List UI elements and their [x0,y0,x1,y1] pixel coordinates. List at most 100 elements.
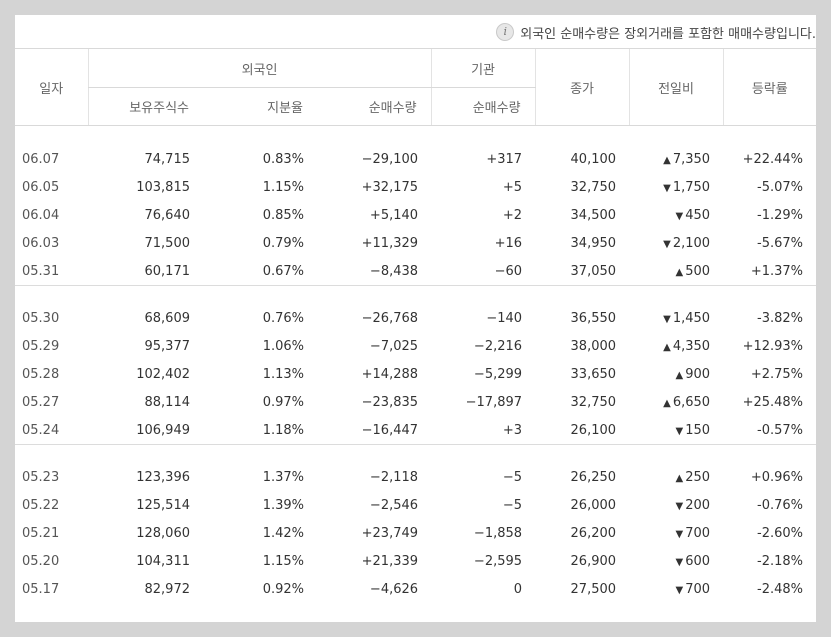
cell-institution-net: −5 [502,497,523,513]
triangle-down-icon: ▼ [675,425,684,437]
cell-close: 34,500 [570,207,617,223]
cell-institution-net: −2,216 [473,338,523,354]
header-close: 종가 [534,48,630,126]
cell-date: 05.22 [22,497,60,513]
triangle-down-icon: ▼ [675,500,684,512]
cell-institution-net: −17,897 [465,394,523,410]
cell-institution-net: −140 [486,310,523,326]
notice: i 외국인 순매수량은 장외거래를 포함한 매매수량입니다. [496,20,816,44]
cell-holdings: 103,815 [136,179,190,195]
cell-close: 26,100 [570,422,617,438]
cell-change: ▲ 4,350 [629,332,723,360]
triangle-down-icon: ▼ [663,313,671,325]
triangle-down-icon: ▼ [675,210,684,222]
cell-foreign-net: +32,175 [361,179,419,195]
cell-share-ratio: 0.79% [262,235,304,251]
cell-close: 40,100 [570,151,617,167]
header-foreign-net: 순매수량 [317,87,432,126]
cell-date: 05.27 [22,394,60,410]
triangle-up-icon: ▲ [663,154,671,166]
change-value: 200 [685,497,711,513]
cell-close: 32,750 [570,394,617,410]
cell-holdings: 76,640 [144,207,191,223]
table-row: 05.30 68,609 0.76% −26,768 −140 36,550 ▼ 1,450 -… [15,304,816,332]
cell-foreign-net: −23,835 [361,394,419,410]
change-value: 500 [685,263,711,279]
cell-date: 06.03 [22,235,60,251]
cell-share-ratio: 0.92% [262,581,304,597]
triangle-up-icon: ▲ [675,369,684,381]
cell-change: ▲ 7,350 [629,145,723,173]
cell-close: 33,650 [570,366,617,382]
table-row: 05.21 128,060 1.42% +23,749 −1,858 26,200 ▼ 700… [15,519,816,547]
cell-date: 05.28 [22,366,60,382]
cell-change: ▲ 250 [629,463,723,491]
cell-institution-net: −1,858 [473,525,523,541]
cell-close: 36,550 [570,310,617,326]
header-holdings: 보유주식수 [87,87,203,126]
triangle-down-icon: ▼ [675,556,684,568]
table-body: 06.07 74,715 0.83% −29,100 +317 40,100 ▲ 7,350 +… [15,126,816,604]
cell-institution-net: −60 [494,263,523,279]
cell-foreign-net: +11,329 [361,235,419,251]
cell-holdings: 71,500 [144,235,191,251]
header-rate: 등락률 [722,48,816,126]
cell-holdings: 102,402 [136,366,190,382]
cell-holdings: 82,972 [144,581,191,597]
cell-rate: +12.93% [742,338,804,354]
cell-holdings: 104,311 [136,553,190,569]
cell-rate: -1.29% [757,207,804,223]
cell-share-ratio: 0.83% [262,151,304,167]
cell-institution-net: +2 [502,207,523,223]
cell-foreign-net: −4,626 [369,581,419,597]
cell-holdings: 74,715 [144,151,191,167]
change-value: 150 [685,422,711,438]
cell-holdings: 95,377 [144,338,191,354]
cell-change: ▼ 600 [629,547,723,575]
table-row: 05.17 82,972 0.92% −4,626 0 27,500 ▼ 700 -2.48% [15,575,816,603]
cell-change: ▼ 1,450 [629,304,723,332]
cell-change: ▼ 450 [629,201,723,229]
cell-rate: -0.57% [757,422,804,438]
notice-text: 외국인 순매수량은 장외거래를 포함한 매매수량입니다. [520,26,816,42]
cell-change: ▲ 500 [629,257,723,286]
cell-foreign-net: −26,768 [361,310,419,326]
cell-date: 06.05 [22,179,60,195]
cell-institution-net: +16 [494,235,523,251]
cell-date: 05.23 [22,469,60,485]
cell-holdings: 125,514 [136,497,190,513]
cell-date: 05.20 [22,553,60,569]
cell-share-ratio: 0.85% [262,207,304,223]
cell-foreign-net: −2,546 [369,497,419,513]
cell-foreign-net: −29,100 [361,151,419,167]
cell-foreign-net: −16,447 [361,422,419,438]
change-value: 600 [685,553,711,569]
change-value: 1,750 [672,179,711,195]
cell-foreign-net: +23,749 [361,525,419,541]
change-value: 6,650 [672,394,711,410]
cell-share-ratio: 1.15% [262,179,304,195]
triangle-down-icon: ▼ [675,528,684,540]
cell-rate: +22.44% [742,151,804,167]
cell-rate: -2.60% [757,525,804,541]
cell-institution-net: +5 [502,179,523,195]
cell-foreign-net: +21,339 [361,553,419,569]
triangle-up-icon: ▲ [663,397,671,409]
cell-share-ratio: 1.42% [262,525,304,541]
row-spacer [15,444,816,463]
cell-rate: +0.96% [750,469,804,485]
table-row: 05.22 125,514 1.39% −2,546 −5 26,000 ▼ 200 -0.76… [15,491,816,519]
table-row: 06.04 76,640 0.85% +5,140 +2 34,500 ▼ 450 -1.29% [15,201,816,229]
change-value: 250 [685,469,711,485]
table-row: 05.31 60,171 0.67% −8,438 −60 37,050 ▲ 500 +1.37… [15,257,816,286]
trading-table-panel: i 외국인 순매수량은 장외거래를 포함한 매매수량입니다. 일자 외국인 기관… [15,15,816,622]
cell-rate: -2.48% [757,581,804,597]
row-spacer [15,126,816,146]
triangle-up-icon: ▲ [675,472,684,484]
cell-rate: +25.48% [742,394,804,410]
cell-rate: +2.75% [750,366,804,382]
cell-date: 05.31 [22,263,60,279]
cell-close: 34,950 [570,235,617,251]
cell-institution-net: −5,299 [473,366,523,382]
cell-rate: -5.67% [757,235,804,251]
